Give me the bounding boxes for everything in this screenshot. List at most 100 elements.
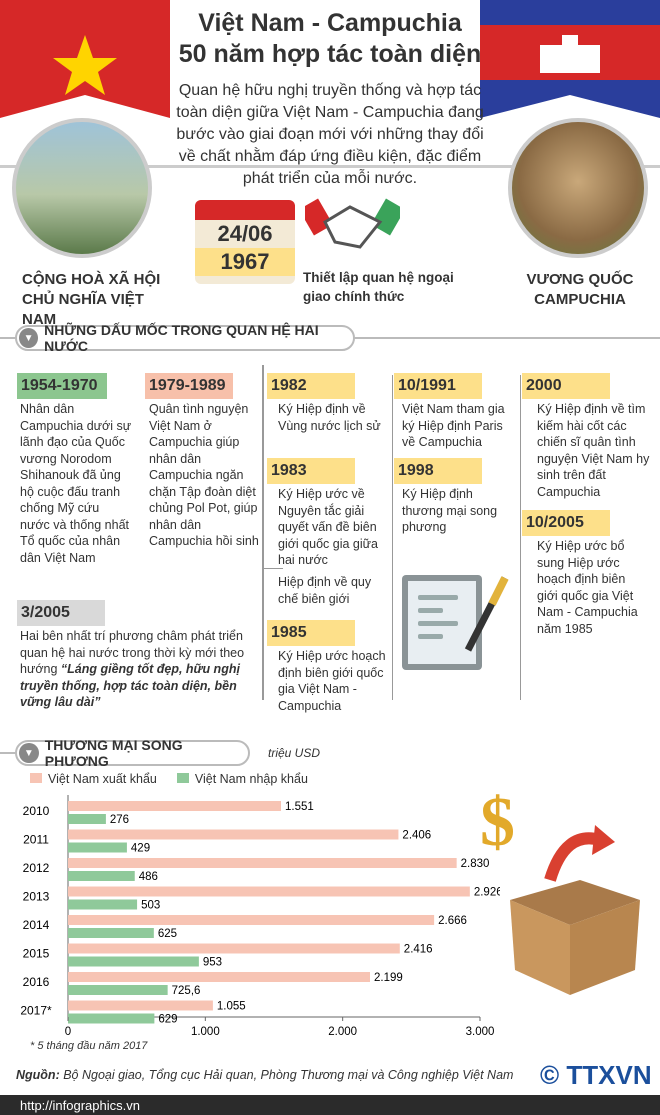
milestone-quote: “Láng giềng tốt đẹp, hữu nghị truyền thố… <box>20 662 240 709</box>
bar-import <box>68 985 168 995</box>
milestone-year: 3/2005 <box>17 600 105 626</box>
chevron-down-icon: ▼ <box>19 328 39 348</box>
milestone-year: 1979-1989 <box>145 373 233 399</box>
x-tick-label: 0 <box>65 1026 71 1038</box>
bar-export <box>68 915 435 925</box>
milestone-text: Ký Hiệp định về Vùng nước lịch sử <box>278 402 381 433</box>
date-year: 1967 <box>195 248 295 276</box>
milestone-year: 2000 <box>522 373 610 399</box>
data-label: 503 <box>141 900 160 912</box>
category-label: 2014 <box>23 918 50 932</box>
date-day: 24/06 <box>217 221 273 246</box>
milestone-text: Ký Hiệp định về tìm kiếm hài cốt các chi… <box>537 402 650 499</box>
unit-label: triệu USD <box>268 746 321 760</box>
bar-export <box>68 829 399 840</box>
data-label: 953 <box>203 957 222 969</box>
footnote: * 5 tháng đầu năm 2017 <box>30 1040 148 1052</box>
data-label: 625 <box>158 928 177 940</box>
data-label: 1.055 <box>217 1001 246 1013</box>
legend-export: Việt Nam xuất khẩu <box>30 772 157 786</box>
data-label: 1.551 <box>285 801 314 813</box>
cambodia-label: VƯƠNG QUỐC CAMPUCHIA <box>526 271 634 308</box>
milestone-year: 1985 <box>267 620 355 646</box>
ttxvn-logo: © TTXVN <box>540 1060 652 1090</box>
trade-header: ▼ THƯƠNG MẠI SONG PHƯƠNG <box>15 737 250 769</box>
timeline-line <box>520 375 521 700</box>
milestone-text: Ký Hiệp định thương mại song phương <box>402 487 498 534</box>
data-label: 2.666 <box>438 915 467 927</box>
bar-export <box>68 801 282 811</box>
bar-import <box>68 1013 155 1024</box>
milestone-text: Ký Hiệp ước về Nguyên tắc giải quyết vấn… <box>278 487 378 567</box>
category-label: 2016 <box>23 975 50 989</box>
section-title: THƯƠNG MẠI SONG PHƯƠNG <box>44 737 183 769</box>
divider <box>263 568 283 569</box>
source-text: Bộ Ngoại giao, Tổng cục Hải quan, Phòng … <box>59 1068 514 1082</box>
bar-import <box>68 842 127 853</box>
bar-export <box>68 1000 213 1011</box>
timeline-line <box>262 365 264 700</box>
milestone-text: Quân tình nguyện Việt Nam ở Campuchia gi… <box>149 402 259 548</box>
category-label: 2013 <box>23 890 50 904</box>
page-title: Việt Nam - Campuchia 50 năm hợp tác toàn … <box>178 9 482 68</box>
x-tick-label: 3.000 <box>466 1026 495 1038</box>
vietnam-label: CỘNG HOÀ XÃ HỘI CHỦ NGHĨA VIỆT NAM <box>22 271 161 328</box>
footer-url[interactable]: http://infographics.vn <box>20 1098 140 1113</box>
data-label: 2.406 <box>402 830 431 842</box>
data-label: 429 <box>131 843 150 855</box>
category-label: 2017* <box>20 1004 52 1018</box>
data-label: 486 <box>139 871 158 883</box>
milestone-text: Hiệp định về quy chế biên giới <box>278 575 372 606</box>
bar-export <box>68 858 457 868</box>
bar-export <box>68 972 370 982</box>
event-label: Thiết lập quan hệ ngoại giao chính thức <box>303 270 454 304</box>
x-tick-label: 1.000 <box>191 1026 220 1038</box>
milestone-text: Hai bên nhất trí phương châm phát triển … <box>20 629 245 676</box>
bar-import <box>68 956 199 967</box>
calendar-icon: 24/06 1967 <box>195 200 295 284</box>
divider <box>0 165 660 168</box>
milestone-year: 10/1991 <box>394 373 482 399</box>
chart-legend: Việt Nam xuất khẩu Việt Nam nhập khẩu <box>30 772 308 786</box>
legend-import: Việt Nam nhập khẩu <box>176 772 308 786</box>
money-box-icon: $ <box>480 784 640 995</box>
milestone-text: Ký Hiệp ước hoạch định biên giới quốc gi… <box>278 649 386 713</box>
handshake-icon <box>305 198 400 249</box>
bar-import <box>68 899 138 910</box>
chevron-down-icon: ▼ <box>19 743 39 763</box>
data-label: 2.416 <box>404 944 433 956</box>
timeline-line <box>392 375 393 700</box>
milestone-text: Ký Hiệp ước bổ sung Hiệp ước hoạch định … <box>537 539 638 636</box>
hanoi-tower-image <box>12 118 152 258</box>
milestone-year: 1982 <box>267 373 355 399</box>
bar-export <box>68 886 470 897</box>
bar-export <box>68 943 400 954</box>
data-label: 725,6 <box>172 985 201 997</box>
milestone-year: 1983 <box>267 458 355 484</box>
x-tick-label: 2.000 <box>328 1026 357 1038</box>
milestones-header: ▼ NHỮNG DẤU MỐC TRONG QUAN HỆ HAI NƯỚC <box>15 322 355 354</box>
category-label: 2015 <box>23 947 50 961</box>
bar-import <box>68 928 154 938</box>
source-label: Nguồn: <box>16 1068 60 1082</box>
data-label: 276 <box>110 814 129 826</box>
data-label: 2.199 <box>374 972 403 984</box>
section-title: NHỮNG DẤU MỐC TRONG QUAN HỆ HAI NƯỚC <box>44 322 319 354</box>
milestone-text: Nhân dân Campuchia dưới sự lãnh đạo của … <box>20 402 132 565</box>
milestone-year: 1954-1970 <box>17 373 107 399</box>
milestone-year: 1998 <box>394 458 482 484</box>
category-label: 2012 <box>23 861 50 875</box>
milestone-year: 10/2005 <box>522 510 610 536</box>
category-label: 2011 <box>23 833 49 847</box>
bayon-face-image <box>508 118 648 258</box>
svg-text:$: $ <box>480 784 515 861</box>
cambodia-flag-icon <box>480 0 660 118</box>
data-label: 2.830 <box>461 858 490 870</box>
document-pen-icon <box>402 575 509 670</box>
category-label: 2010 <box>23 804 50 818</box>
vietnam-flag-icon <box>0 0 170 118</box>
milestone-text: Việt Nam tham gia ký Hiệp định Paris về … <box>402 402 505 449</box>
intro-text: Quan hệ hữu nghị truyền thống và hợp tác… <box>176 82 484 187</box>
bar-import <box>68 814 106 824</box>
data-label: 629 <box>158 1014 177 1026</box>
